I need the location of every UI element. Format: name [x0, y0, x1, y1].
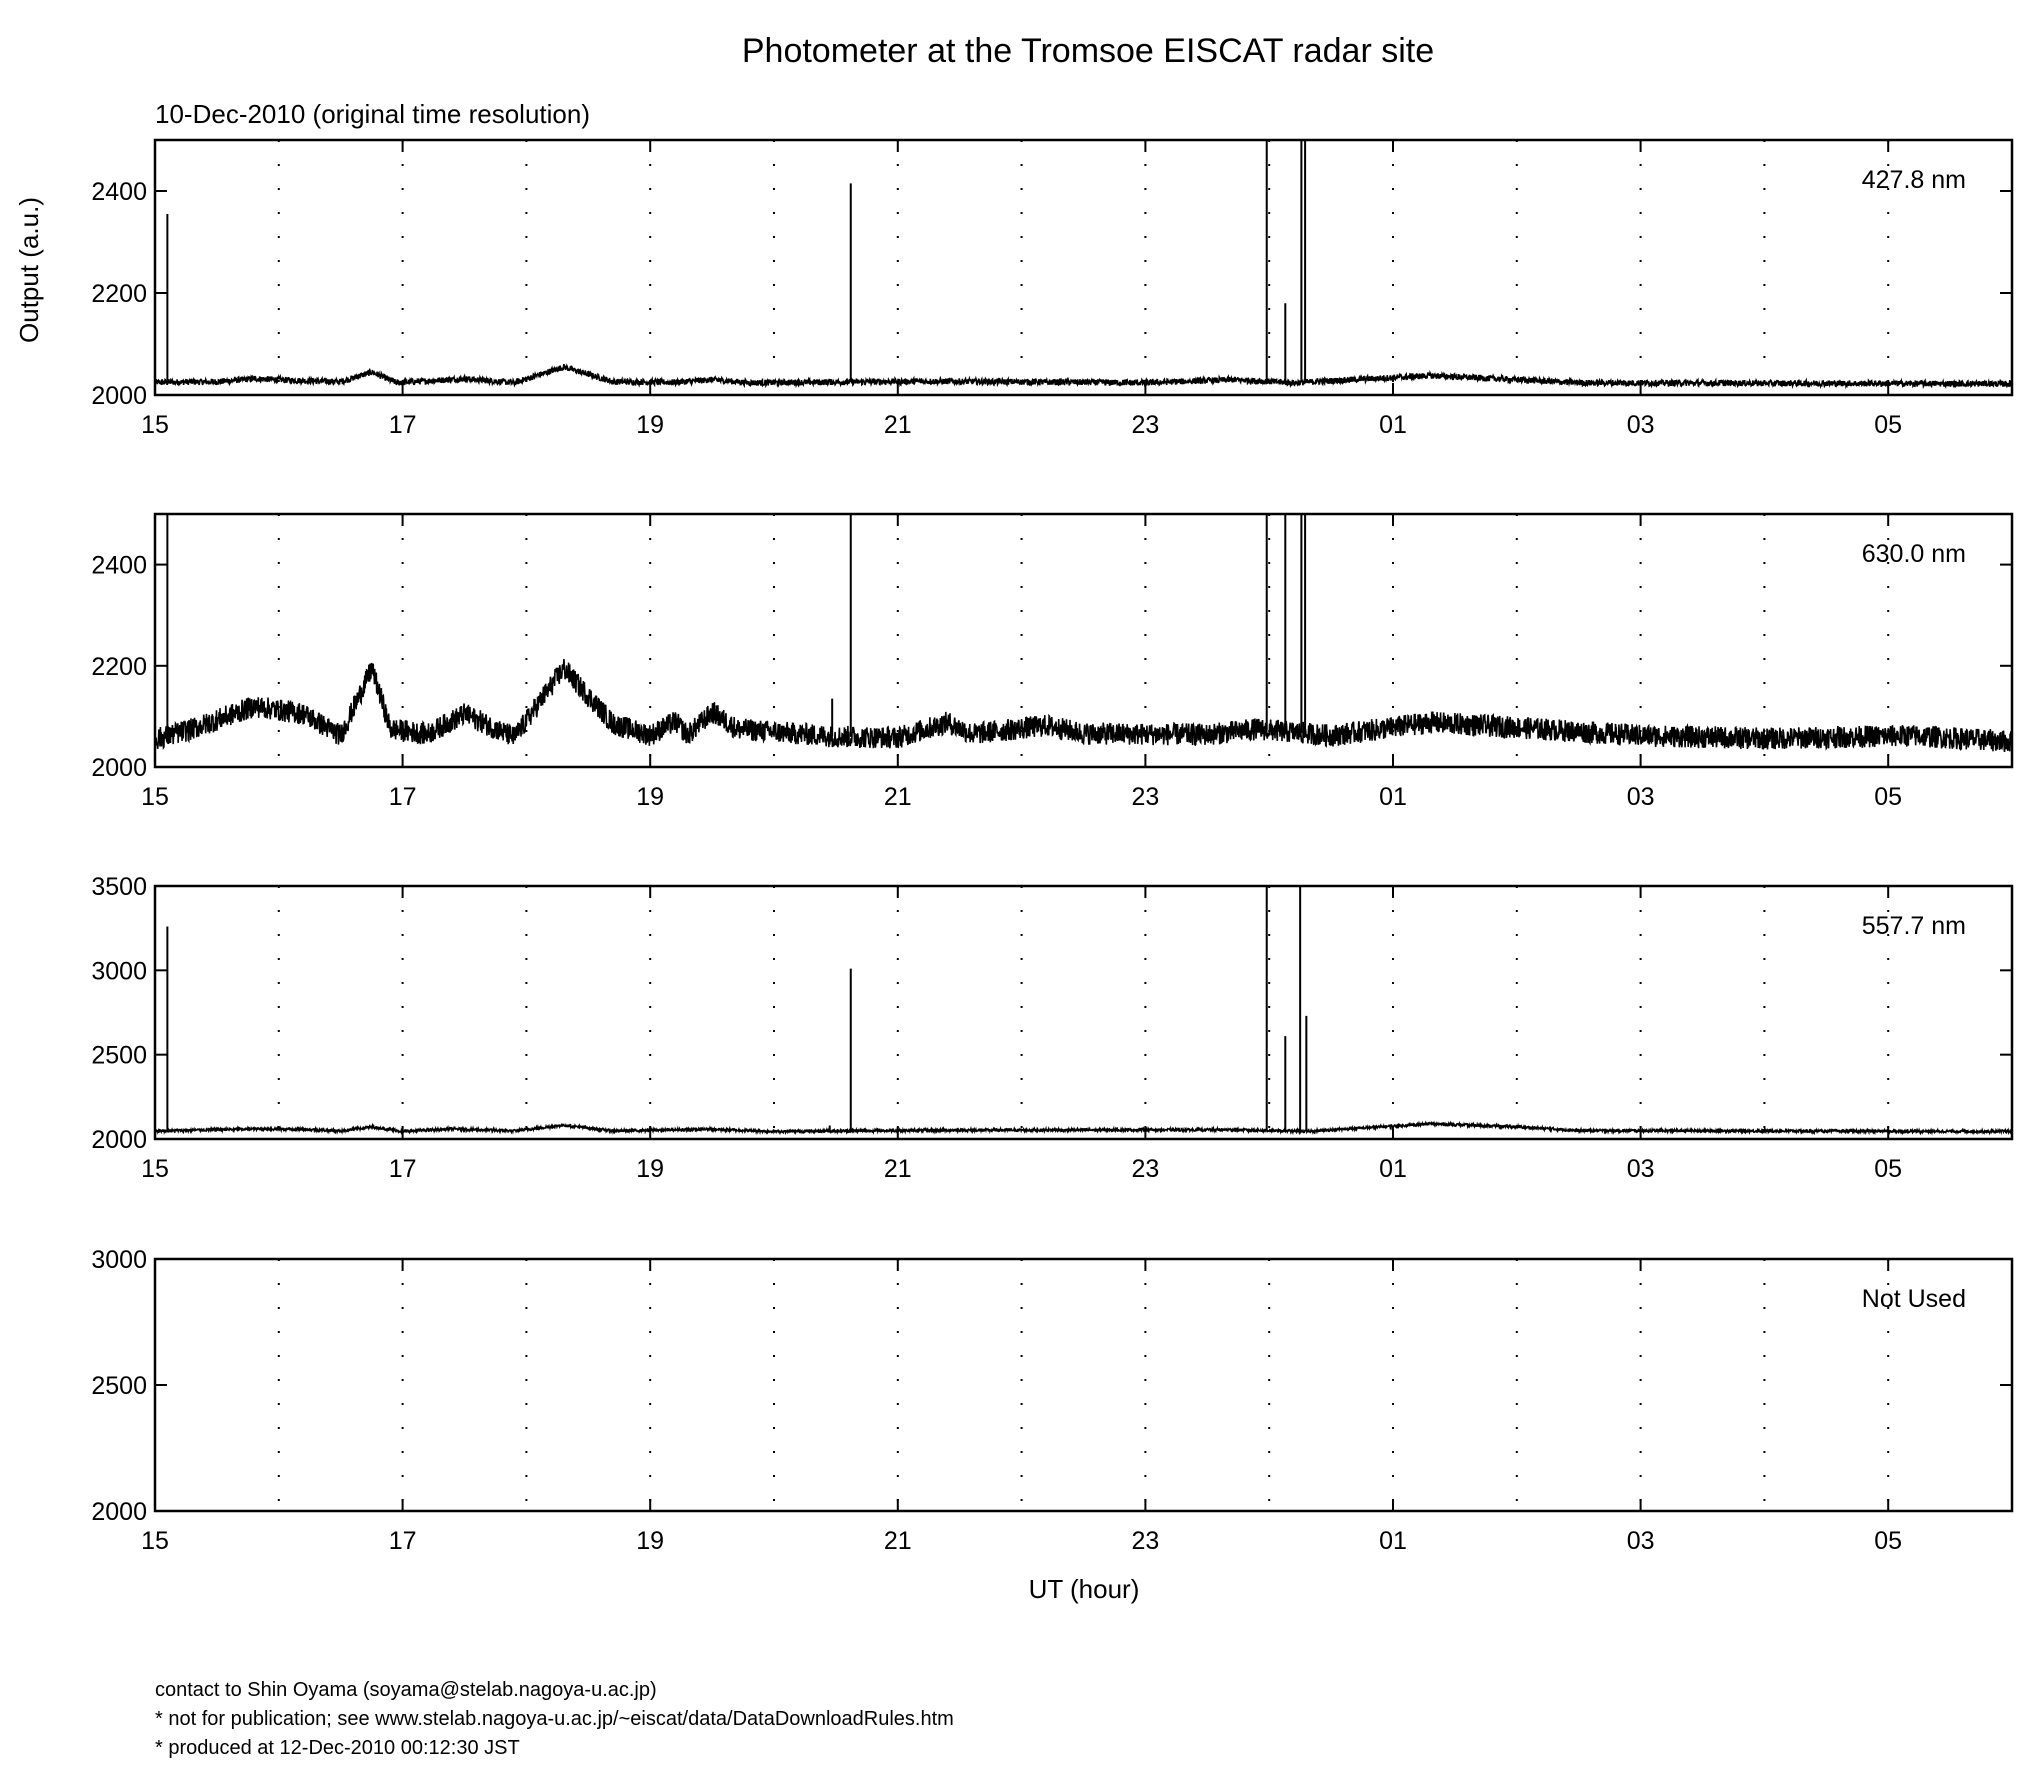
series-line — [154, 1120, 2013, 1136]
y-tick-label: 2000 — [91, 1126, 147, 1154]
x-tick-label: 19 — [636, 1527, 664, 1555]
x-tick-label: 01 — [1379, 783, 1407, 811]
y-tick-label: 3000 — [91, 1246, 147, 1274]
x-tick-label: 21 — [884, 783, 912, 811]
x-tick-label: 05 — [1874, 1155, 1902, 1183]
x-tick-label: 17 — [389, 411, 417, 439]
x-tick-label: 03 — [1627, 1527, 1655, 1555]
y-tick-label: 2000 — [91, 754, 147, 782]
panel-2: 15 17 19 21 23 01 03 05 2000 2500 3000 3500 557.7 nm — [91, 873, 2014, 1183]
x-tick-label: 03 — [1627, 411, 1655, 439]
x-tick-label: 01 — [1379, 411, 1407, 439]
y-tick-label: 3500 — [91, 873, 147, 901]
panel-label: 557.7 nm — [1862, 912, 1966, 940]
x-tick-label: 19 — [636, 1155, 664, 1183]
y-tick-label: 3000 — [91, 957, 147, 985]
footer-note: * not for publication; see www.stelab.na… — [155, 1708, 954, 1730]
x-tick-label: 15 — [141, 1527, 169, 1555]
footer-contact: contact to Shin Oyama (soyama@stelab.nag… — [155, 1679, 657, 1701]
x-tick-label: 03 — [1627, 783, 1655, 811]
axes-frame — [153, 884, 2014, 1141]
y-tick-label: 2000 — [91, 382, 147, 410]
x-tick-label: 19 — [636, 411, 664, 439]
y-tick-label: 2500 — [91, 1042, 147, 1070]
panel-1: 15 17 19 21 23 01 03 05 2000 2200 2400 630.0 nm — [91, 512, 2014, 811]
x-tick-label: 21 — [884, 1155, 912, 1183]
y-tick-label: 2200 — [91, 653, 147, 681]
x-tick-label: 01 — [1379, 1527, 1407, 1555]
x-tick-label: 17 — [389, 1527, 417, 1555]
footer-produced: * produced at 12-Dec-2010 00:12:30 JST — [155, 1737, 520, 1759]
x-tick-label: 05 — [1874, 411, 1902, 439]
x-tick-label: 19 — [636, 783, 664, 811]
y-tick-label: 2400 — [91, 552, 147, 580]
x-tick-label: 23 — [1131, 411, 1159, 439]
x-tick-label: 23 — [1131, 783, 1159, 811]
x-tick-label: 05 — [1874, 783, 1902, 811]
panel-label: Not Used — [1862, 1285, 1966, 1313]
axes-frame — [153, 1257, 2014, 1513]
series-line — [154, 363, 2014, 390]
series-line — [154, 658, 2013, 752]
y-tick-label: 2400 — [91, 178, 147, 206]
panel-label: 427.8 nm — [1862, 166, 1966, 194]
x-tick-label: 01 — [1379, 1155, 1407, 1183]
x-tick-label: 17 — [389, 1155, 417, 1183]
x-tick-label: 21 — [884, 411, 912, 439]
axes-frame — [153, 512, 2014, 769]
x-tick-label: 05 — [1874, 1527, 1902, 1555]
y-tick-label: 2000 — [91, 1498, 147, 1526]
x-tick-label: 17 — [389, 783, 417, 811]
chart-subtitle: 10-Dec-2010 (original time resolution) — [155, 99, 590, 129]
x-tick-label: 15 — [141, 1155, 169, 1183]
x-axis-label: UT (hour) — [1029, 1574, 1140, 1604]
panel-0: 15 17 19 21 23 01 03 05 2000 2200 2400 427.8 nm — [91, 138, 2014, 439]
x-tick-label: 23 — [1131, 1527, 1159, 1555]
y-axis-label: Output (a.u.) — [14, 197, 44, 343]
x-tick-label: 15 — [141, 783, 169, 811]
y-tick-label: 2200 — [91, 280, 147, 308]
panel-3: 15 17 19 21 23 01 03 05 2000 2500 3000 Not Used — [91, 1246, 2014, 1555]
x-tick-label: 23 — [1131, 1155, 1159, 1183]
axes-frame — [153, 138, 2014, 397]
panel-label: 630.0 nm — [1862, 540, 1966, 568]
x-tick-label: 15 — [141, 411, 169, 439]
x-tick-label: 03 — [1627, 1155, 1655, 1183]
chart-title: Photometer at the Tromsoe EISCAT radar s… — [742, 32, 1434, 70]
x-tick-label: 21 — [884, 1527, 912, 1555]
y-tick-label: 2500 — [91, 1372, 147, 1400]
